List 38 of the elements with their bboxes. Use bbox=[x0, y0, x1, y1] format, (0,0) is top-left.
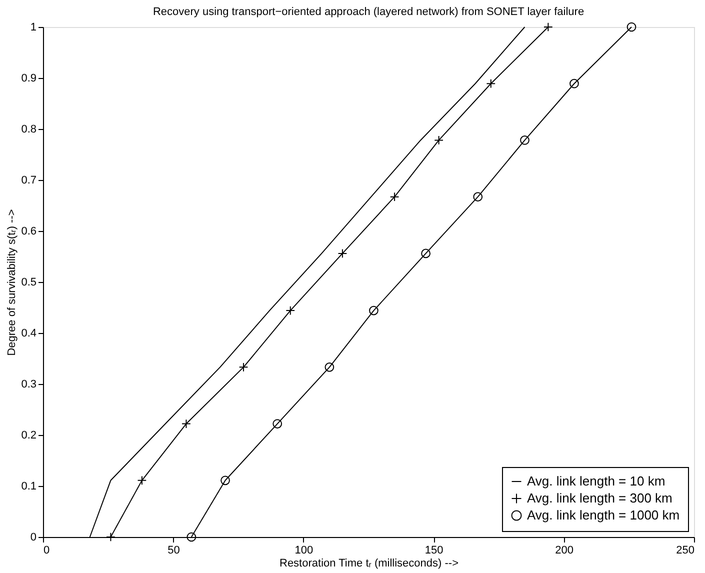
y-tick-label: 0.8 bbox=[21, 124, 36, 136]
point bbox=[137, 476, 147, 486]
point bbox=[390, 192, 400, 202]
x-tick-label: 250 bbox=[676, 544, 694, 556]
y-tick-label: 0.5 bbox=[21, 276, 36, 288]
x-axis-title: Restoration Time tᵣ (milliseconds) --> bbox=[280, 558, 458, 570]
legend-label: Avg. link length = 1000 km bbox=[527, 508, 680, 522]
x-tick-label: 100 bbox=[294, 544, 314, 556]
point bbox=[520, 136, 530, 145]
point bbox=[626, 22, 636, 32]
point bbox=[473, 192, 483, 202]
y-tick-label: 0.9 bbox=[21, 72, 36, 84]
legend-label: Avg. link length = 10 km bbox=[527, 474, 666, 488]
y-tick-label: 0.4 bbox=[21, 328, 36, 340]
x-tick-label: 0 bbox=[44, 544, 50, 556]
point bbox=[324, 362, 334, 372]
y-tick-label: 1 bbox=[30, 22, 36, 34]
y-axis-title: Degree of survivability s(tᵣ) --> bbox=[6, 209, 18, 356]
point bbox=[434, 136, 444, 145]
x-tick-label: 50 bbox=[168, 544, 180, 556]
point bbox=[272, 419, 282, 428]
y-tick-label: 0.7 bbox=[21, 174, 36, 186]
y-tick-label: 0 bbox=[30, 532, 36, 544]
point bbox=[186, 532, 196, 542]
x-tick-label: 200 bbox=[555, 544, 574, 556]
point bbox=[486, 78, 496, 88]
point bbox=[220, 476, 230, 486]
y-tick-label: 0.3 bbox=[21, 378, 36, 390]
legend-label: Avg. link length = 300 km bbox=[527, 490, 672, 506]
point bbox=[182, 419, 191, 428]
chart-title: Recovery using transport−oriented approach (layered network) from SONET layer failure bbox=[152, 6, 584, 18]
x-tick-label: 150 bbox=[424, 544, 444, 556]
y-tick-label: 0.1 bbox=[21, 480, 36, 492]
y-tick-label: 0.2 bbox=[21, 430, 36, 442]
point bbox=[369, 306, 378, 316]
point bbox=[421, 248, 430, 258]
point bbox=[570, 78, 579, 88]
y-tick-label: 0.6 bbox=[21, 226, 36, 238]
